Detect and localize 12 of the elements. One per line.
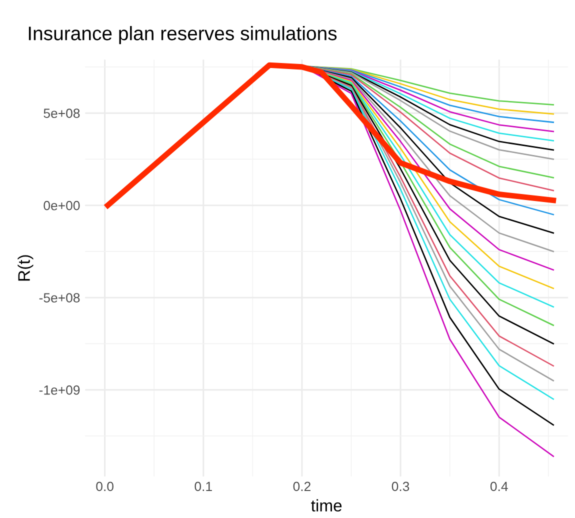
y-tick-label: -1e+09 xyxy=(39,385,80,395)
x-tick-label: 0.0 xyxy=(96,482,114,492)
x-tick-label: 0.3 xyxy=(392,482,410,492)
x-axis-title: time xyxy=(311,499,342,512)
x-tick-label: 0.4 xyxy=(490,482,508,492)
chart-title: Insurance plan reserves simulations xyxy=(28,26,337,44)
y-tick-label: -5e+08 xyxy=(39,293,80,302)
y-axis-title: R(t) xyxy=(18,255,34,281)
x-tick-label: 0.1 xyxy=(194,482,212,492)
y-tick-label: 0e+00 xyxy=(44,200,80,210)
x-tick-label: 0.2 xyxy=(293,482,310,492)
y-tick-label: 5e+08 xyxy=(44,108,80,118)
